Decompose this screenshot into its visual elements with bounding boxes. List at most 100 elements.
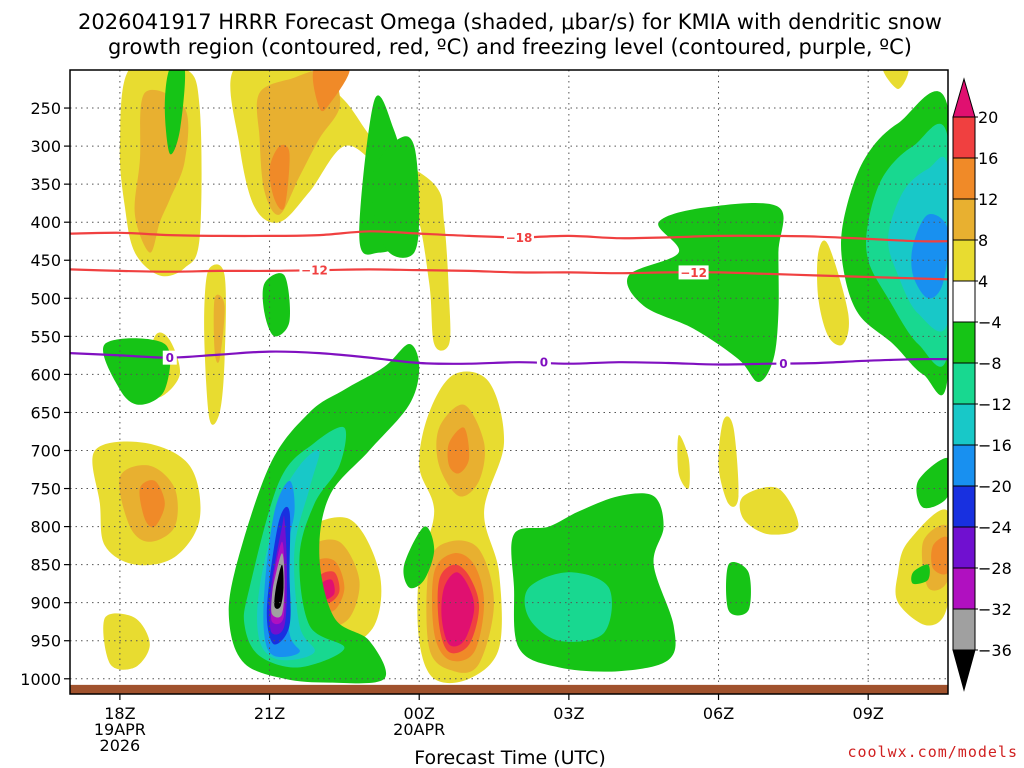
colorbar-swatch	[952, 485, 976, 528]
chart-title-line2: growth region (contoured, red, ºC) and f…	[108, 35, 912, 59]
colorbar-label: −8	[978, 354, 1002, 373]
omega-neg-6	[164, 70, 186, 155]
x-tick-label-21Z: 21Z	[254, 704, 285, 723]
gridlines	[70, 70, 948, 694]
y-tick-label-650: 650	[30, 403, 61, 422]
colorbar-swatch	[952, 567, 976, 610]
x-tick-year-18Z: 2026	[100, 736, 141, 755]
y-tick-label-700: 700	[30, 441, 61, 460]
x-tick-date-18Z: 19APR	[94, 720, 146, 739]
y-tick-label-450: 450	[30, 251, 61, 270]
omega-pos-21	[441, 572, 475, 647]
y-tick-label-350: 350	[30, 175, 61, 194]
x-tick-label-18Z: 18Z	[104, 704, 135, 723]
colorbar-swatch	[952, 362, 976, 405]
colorbar-label: −12	[978, 395, 1012, 414]
omega-neg-16	[911, 214, 948, 299]
y-tick-label-800: 800	[30, 518, 61, 537]
colorbar-label: −16	[978, 436, 1012, 455]
omega-neg-6	[626, 202, 784, 382]
plot-frame	[69, 69, 949, 695]
omega-pos-5	[677, 435, 690, 489]
colorbar-label: −24	[978, 518, 1012, 537]
omega-pos-5	[817, 240, 849, 346]
colorbar-label: −32	[978, 600, 1012, 619]
x-tick-label-09Z: 09Z	[853, 704, 884, 723]
contour-freezing-0	[70, 350, 948, 366]
contour-minus18-label-bg	[503, 230, 534, 245]
omega-neg-6	[262, 273, 291, 337]
contour-minus12	[70, 268, 948, 281]
y-tick-label-400: 400	[30, 213, 61, 232]
contour-minus12-label: −12	[301, 264, 328, 278]
omega-pos-13	[931, 536, 948, 575]
y-tick-label-300: 300	[30, 137, 61, 156]
colorbar-swatch	[952, 526, 976, 569]
omega-neg-6	[911, 564, 930, 585]
omega-pos-13	[269, 144, 290, 210]
plot-area: −18 −12 −12 0 0 0	[69, 69, 949, 695]
x-axis-label: Forecast Time (UTC)	[414, 747, 605, 768]
contour-minus12-label-bg	[678, 265, 709, 280]
contour-minus18-label: −18	[506, 231, 533, 245]
y-tick-label-250: 250	[30, 99, 61, 118]
y-tick-label-850: 850	[30, 556, 61, 575]
x-tick-label-00Z: 00Z	[404, 704, 435, 723]
omega-neg-6	[726, 562, 751, 616]
contour-freezing-0-label-bg	[162, 350, 177, 365]
y-tick-label-500: 500	[30, 289, 61, 308]
omega-neg-6	[371, 136, 420, 258]
credit-text: coolwx.com/models	[847, 743, 1018, 761]
omega-pos-13	[312, 70, 350, 112]
x-tick-label-06Z: 06Z	[703, 704, 734, 723]
x-tick-label-03Z: 03Z	[553, 704, 584, 723]
temperature-contours: −18 −12 −12 0 0 0	[70, 230, 948, 371]
omega-pos-13	[139, 480, 165, 528]
omega-neg-6	[916, 458, 948, 509]
omega-neg-8	[524, 572, 612, 642]
colorbar-label: 8	[978, 231, 988, 250]
omega-pos-5	[883, 70, 909, 89]
colorbar-label: −28	[978, 559, 1012, 578]
contour-freezing-0-label-bg	[536, 355, 551, 370]
ground-surface	[70, 684, 948, 694]
x-tick-date-00Z: 20APR	[393, 720, 445, 739]
colorbar-label: −4	[978, 313, 1002, 332]
contour-minus12-label-bg	[299, 263, 330, 278]
colorbar-label: 16	[978, 149, 998, 168]
y-axis: 250 300 350 400 450 500 550 600 650 700 750 800 850 9…	[20, 99, 70, 689]
omega-neg-6	[403, 526, 435, 589]
colorbar-swatch	[952, 403, 976, 446]
omega-pos-9	[213, 294, 225, 363]
y-tick-label-550: 550	[30, 327, 61, 346]
colorbar-swatch	[952, 444, 976, 487]
omega-shading	[92, 70, 948, 684]
omega-neg-36	[274, 564, 284, 609]
y-tick-label-600: 600	[30, 365, 61, 384]
colorbar-bottom-arrow	[952, 649, 976, 692]
colorbar-label: 4	[978, 272, 988, 291]
colorbar-swatch	[952, 608, 976, 651]
plot-background	[70, 70, 948, 694]
colorbar-label: 12	[978, 190, 998, 209]
y-tick-label-950: 950	[30, 632, 61, 651]
colorbar: 20 16 12 8 4 −4 −8 −12 −16 −20 −24 −28 −32 −36	[952, 77, 1012, 692]
colorbar-top-arrow	[952, 77, 976, 118]
contour-freezing-0-label: 0	[779, 357, 787, 371]
y-tick-label-900: 900	[30, 594, 61, 613]
colorbar-swatch	[952, 157, 976, 200]
colorbar-swatch	[952, 321, 976, 364]
contour-freezing-0-label: 0	[540, 356, 548, 370]
contour-freezing-0-label-bg	[776, 356, 791, 371]
contour-minus12-label: −12	[680, 266, 707, 280]
colorbar-label: −36	[978, 641, 1012, 660]
colorbar-swatch	[952, 198, 976, 241]
colorbar-swatch	[952, 116, 976, 159]
y-tick-label-750: 750	[30, 480, 61, 499]
omega-pos-5	[718, 416, 739, 507]
omega-pos-5	[739, 486, 799, 535]
y-tick-label-1000: 1000	[20, 670, 61, 689]
chart-title-line1: 2026041917 HRRR Forecast Omega (shaded, …	[78, 10, 942, 34]
